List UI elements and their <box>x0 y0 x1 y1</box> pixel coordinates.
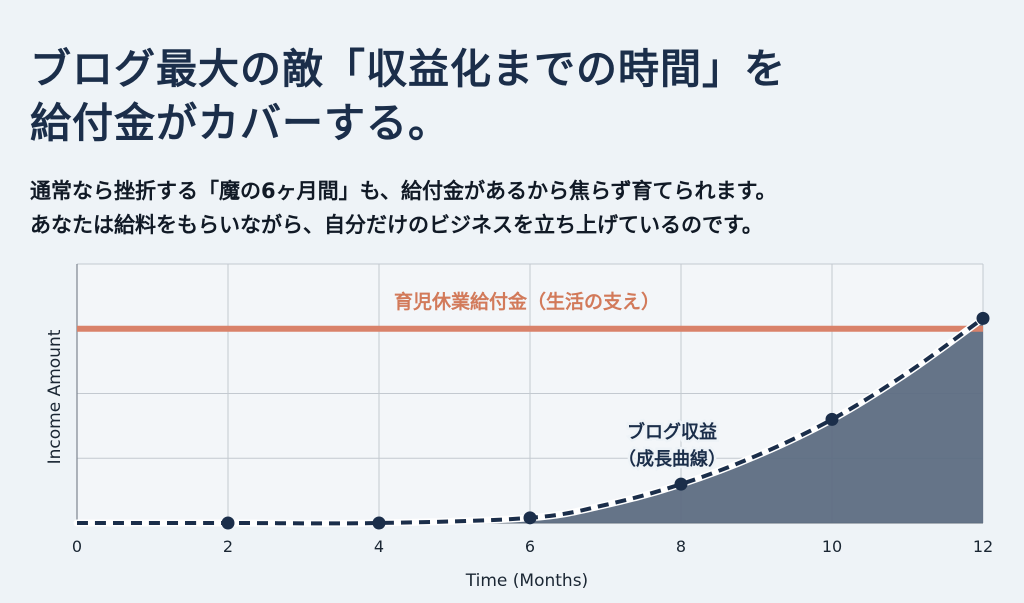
blog-point <box>372 516 386 530</box>
x-tick-label: 0 <box>72 537 82 556</box>
subtitle-line-1: 通常なら挫折する「魔の6ヶ月間」も、給付金があるから焦らず育てられます。 <box>30 179 777 203</box>
title-line-1: ブログ最大の敵「収益化までの時間」を <box>30 45 786 93</box>
blog-annotation-line-2: （成長曲線） <box>618 448 726 470</box>
x-tick-label: 4 <box>374 537 384 556</box>
page-title: ブログ最大の敵「収益化までの時間」を 給付金がカバーする。 <box>30 42 786 150</box>
blog-point <box>221 516 235 530</box>
x-tick-label: 10 <box>822 537 842 556</box>
y-axis-title: Income Amount <box>45 329 65 464</box>
page-subtitle: 通常なら挫折する「魔の6ヶ月間」も、給付金があるから焦らず育てられます。 あなた… <box>30 174 776 242</box>
blog-point <box>825 412 839 426</box>
blog-point <box>976 311 990 325</box>
blog-line <box>76 316 985 526</box>
support-annotation: 育児休業給付金（生活の支え） <box>394 290 660 313</box>
title-line-2: 給付金がカバーする。 <box>30 99 450 147</box>
x-tick-label: 8 <box>676 537 686 556</box>
x-tick-label: 6 <box>525 537 535 556</box>
blog-area-fill <box>77 318 983 524</box>
subtitle-line-2: あなたは給料をもらいながら、自分だけのビジネスを立ち上げているのです。 <box>30 213 763 237</box>
blog-point <box>523 511 537 525</box>
x-tick-label: 2 <box>223 537 233 556</box>
x-tick-label: 12 <box>973 537 993 556</box>
blog-point <box>674 477 688 491</box>
x-axis-title: Time (Months) <box>465 571 588 591</box>
blog-annotation-line-1: ブログ収益 <box>627 421 717 443</box>
